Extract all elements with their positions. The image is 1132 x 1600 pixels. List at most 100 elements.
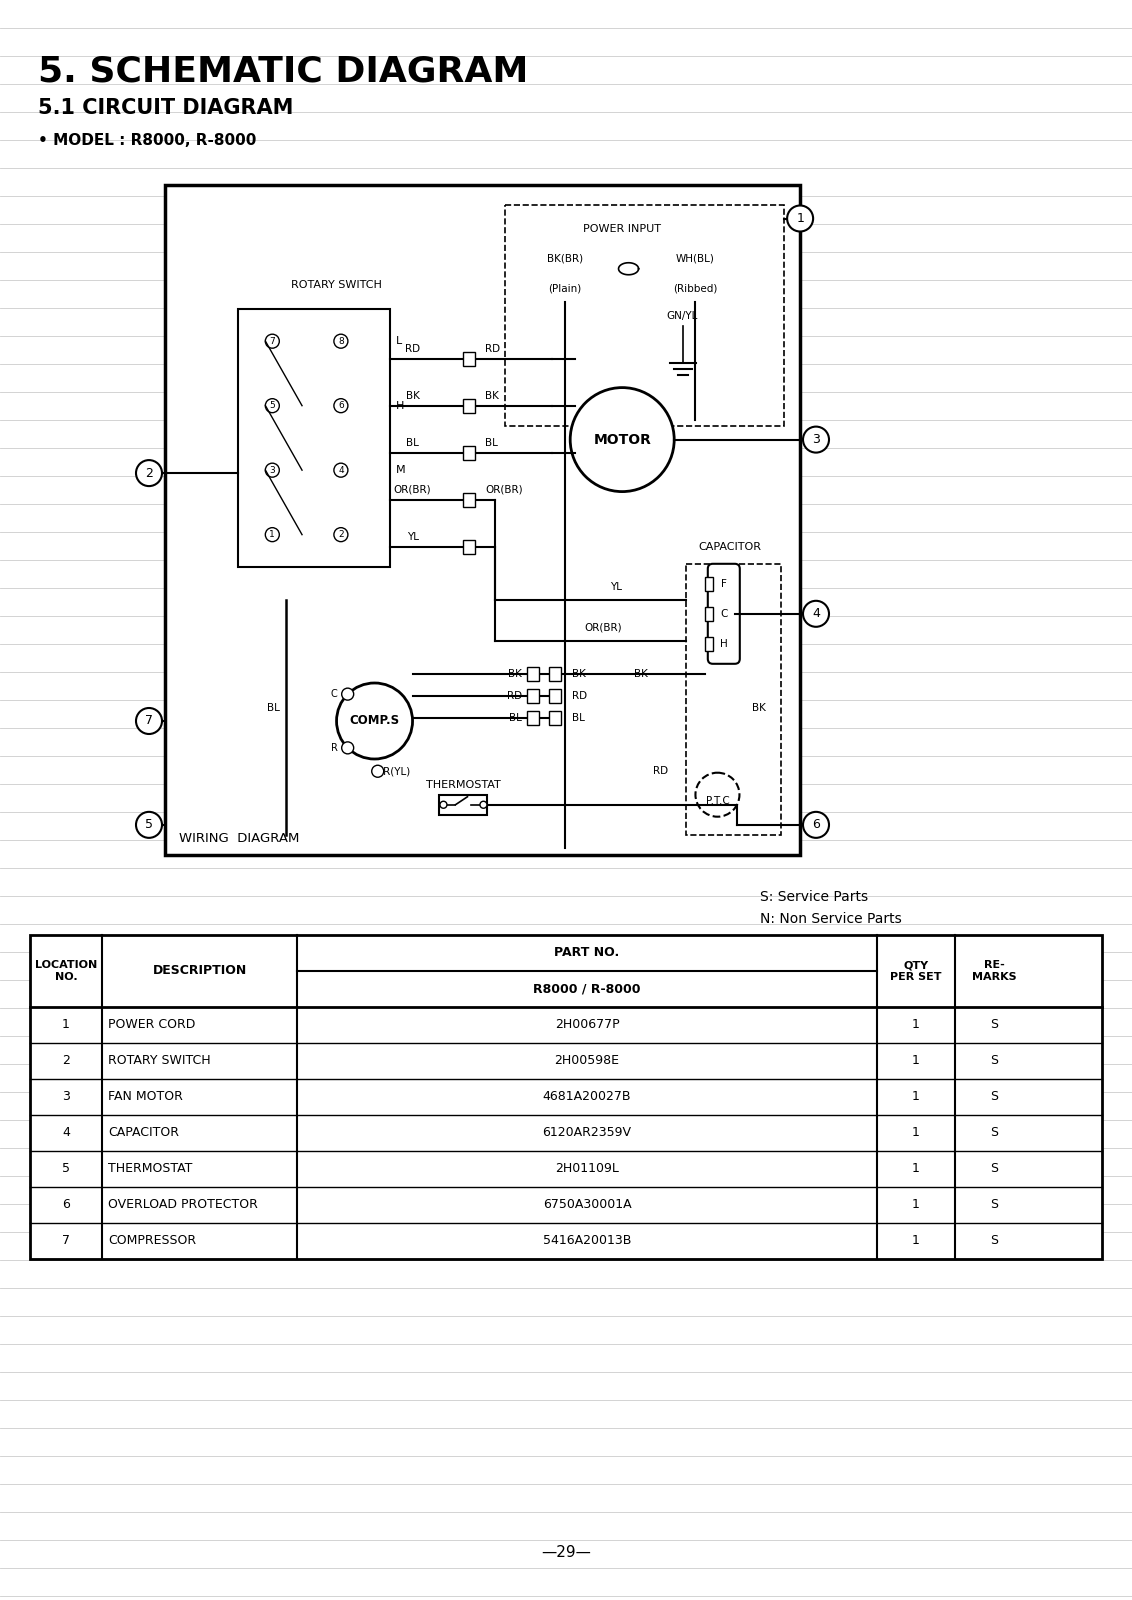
Text: H: H (720, 638, 728, 650)
Text: 6120AR2359V: 6120AR2359V (542, 1126, 632, 1139)
Text: 5: 5 (145, 818, 153, 832)
Bar (549, 667, 561, 682)
Text: 1: 1 (912, 1235, 920, 1248)
Text: 2H00598E: 2H00598E (555, 1054, 619, 1067)
Circle shape (571, 387, 675, 491)
Text: BK: BK (405, 390, 420, 402)
Circle shape (336, 683, 412, 758)
Text: S: S (990, 1235, 998, 1248)
Bar (528, 710, 539, 725)
Text: 4: 4 (338, 466, 344, 475)
Circle shape (334, 398, 348, 413)
Text: MOTOR: MOTOR (593, 432, 651, 446)
Text: WH(BL): WH(BL) (676, 254, 714, 264)
Text: 1: 1 (912, 1163, 920, 1176)
Text: BK: BK (752, 702, 765, 712)
Text: YL: YL (610, 582, 623, 592)
Text: 2: 2 (145, 467, 153, 480)
Bar (463, 446, 475, 461)
Text: BL: BL (486, 438, 498, 448)
Circle shape (480, 802, 487, 808)
Text: OR(BR): OR(BR) (394, 485, 431, 494)
Bar (549, 690, 561, 702)
Text: QTY
PER SET: QTY PER SET (890, 960, 942, 982)
Text: 1: 1 (912, 1091, 920, 1104)
Text: RD: RD (507, 691, 522, 701)
Bar (505, 205, 784, 426)
Text: RD: RD (572, 691, 588, 701)
Text: 5: 5 (269, 402, 275, 410)
Bar (31, 934, 1101, 1259)
Text: COMPRESSOR: COMPRESSOR (108, 1235, 196, 1248)
Text: BL: BL (509, 714, 522, 723)
Text: 6: 6 (812, 818, 820, 832)
Bar (528, 667, 539, 682)
Text: 5416A20013B: 5416A20013B (543, 1235, 632, 1248)
Circle shape (695, 773, 739, 816)
Text: 3: 3 (62, 1091, 70, 1104)
Text: 2H01109L: 2H01109L (555, 1163, 619, 1176)
Text: —29—: —29— (541, 1546, 591, 1560)
Circle shape (803, 600, 829, 627)
Text: S: S (990, 1019, 998, 1032)
Text: 1: 1 (912, 1126, 920, 1139)
Text: RD: RD (405, 344, 420, 354)
Text: LOCATION
NO.: LOCATION NO. (35, 960, 97, 982)
Bar (463, 493, 475, 507)
Text: 1: 1 (269, 530, 275, 539)
Text: BL: BL (572, 714, 585, 723)
Circle shape (136, 811, 162, 838)
Text: 2: 2 (62, 1054, 70, 1067)
Text: R: R (331, 742, 337, 754)
Bar (528, 690, 539, 702)
Text: L: L (395, 336, 402, 346)
Bar (705, 637, 713, 651)
Text: 6: 6 (62, 1198, 70, 1211)
Text: PART NO.: PART NO. (555, 947, 619, 960)
Text: OR(BR): OR(BR) (486, 485, 523, 494)
Circle shape (136, 461, 162, 486)
Text: 5.1 CIRCUIT DIAGRAM: 5.1 CIRCUIT DIAGRAM (38, 98, 293, 118)
Circle shape (265, 398, 280, 413)
Text: BK: BK (508, 669, 522, 678)
Text: 3: 3 (269, 466, 275, 475)
Text: CAPACITOR: CAPACITOR (108, 1126, 179, 1139)
Text: BR(YL): BR(YL) (377, 766, 411, 776)
Text: POWER INPUT: POWER INPUT (583, 224, 661, 234)
Text: C: C (331, 690, 337, 699)
Circle shape (803, 811, 829, 838)
Text: OVERLOAD PROTECTOR: OVERLOAD PROTECTOR (108, 1198, 258, 1211)
Text: 5. SCHEMATIC DIAGRAM: 5. SCHEMATIC DIAGRAM (38, 54, 529, 88)
Text: COMP.S: COMP.S (350, 715, 400, 728)
Bar (463, 398, 475, 413)
Text: S: S (990, 1091, 998, 1104)
Bar (165, 186, 800, 854)
Text: RE-
MARKS: RE- MARKS (971, 960, 1017, 982)
Bar (705, 606, 713, 621)
Bar (439, 795, 488, 814)
Circle shape (136, 707, 162, 734)
FancyBboxPatch shape (708, 563, 740, 664)
Text: H: H (395, 400, 404, 411)
Text: RD: RD (486, 344, 500, 354)
Text: THERMOSTAT: THERMOSTAT (426, 779, 500, 790)
Text: WIRING  DIAGRAM: WIRING DIAGRAM (179, 832, 299, 845)
Text: 1: 1 (62, 1019, 70, 1032)
Circle shape (342, 742, 353, 754)
Text: GN/YL: GN/YL (667, 310, 698, 320)
Text: N: Non Service Parts: N: Non Service Parts (760, 912, 902, 926)
Text: 4: 4 (812, 608, 820, 621)
Text: (Ribbed): (Ribbed) (674, 283, 718, 294)
Text: 2: 2 (338, 530, 344, 539)
Text: BK(BR): BK(BR) (547, 254, 583, 264)
Bar (238, 309, 391, 566)
Text: FAN MOTOR: FAN MOTOR (108, 1091, 183, 1104)
Text: 4: 4 (62, 1126, 70, 1139)
Text: M: M (395, 466, 405, 475)
Text: P.T.C: P.T.C (705, 795, 729, 806)
Text: S: S (990, 1126, 998, 1139)
Text: 1: 1 (912, 1019, 920, 1032)
Circle shape (440, 802, 447, 808)
Circle shape (334, 528, 348, 542)
Text: C: C (720, 608, 728, 619)
